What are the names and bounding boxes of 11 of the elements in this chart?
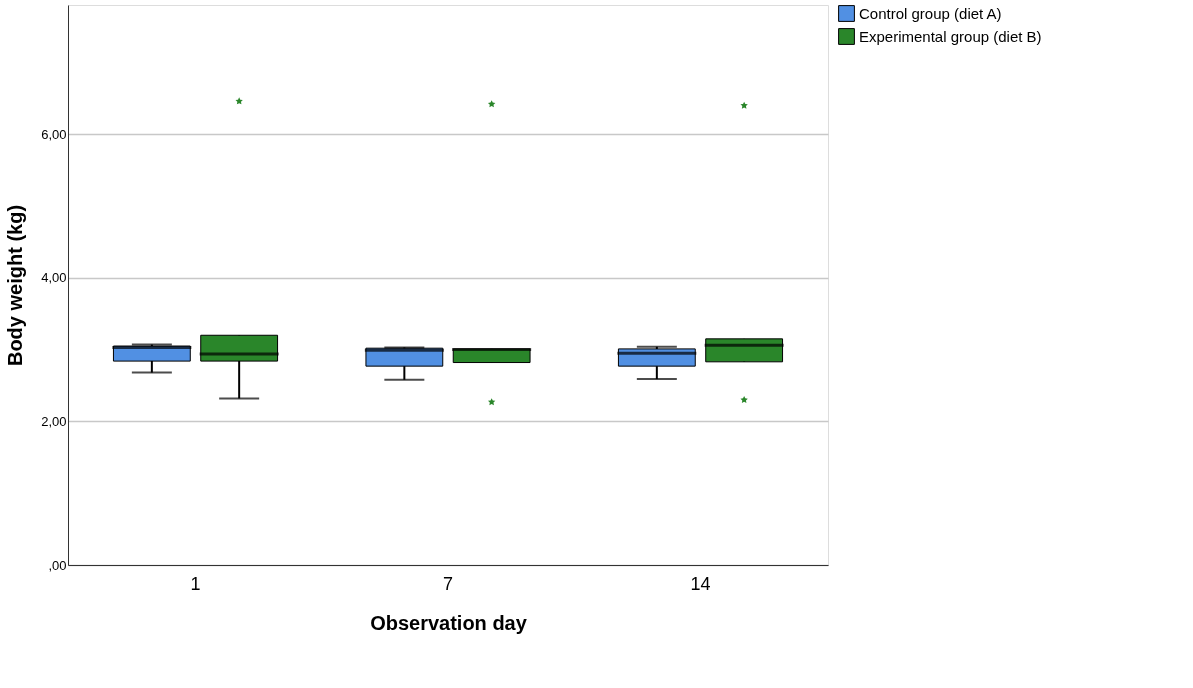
y-tick-label: 6,00 bbox=[41, 126, 67, 142]
x-tick-label: 7 bbox=[442, 573, 454, 594]
y-tick-label: 2,00 bbox=[41, 413, 67, 429]
x-tick-label: 14 bbox=[690, 573, 711, 594]
x-tick-label: 1 bbox=[190, 573, 201, 594]
y-tick-label: ,00 bbox=[48, 557, 67, 573]
legend-label: Control group (diet A) bbox=[859, 4, 1002, 22]
y-tick-label: 4,00 bbox=[41, 270, 67, 286]
x-axis-title: Observation day bbox=[370, 611, 528, 634]
y-axis-title: Body weight (kg) bbox=[4, 204, 27, 367]
legend-label: Experimental group (diet B) bbox=[859, 27, 1042, 45]
